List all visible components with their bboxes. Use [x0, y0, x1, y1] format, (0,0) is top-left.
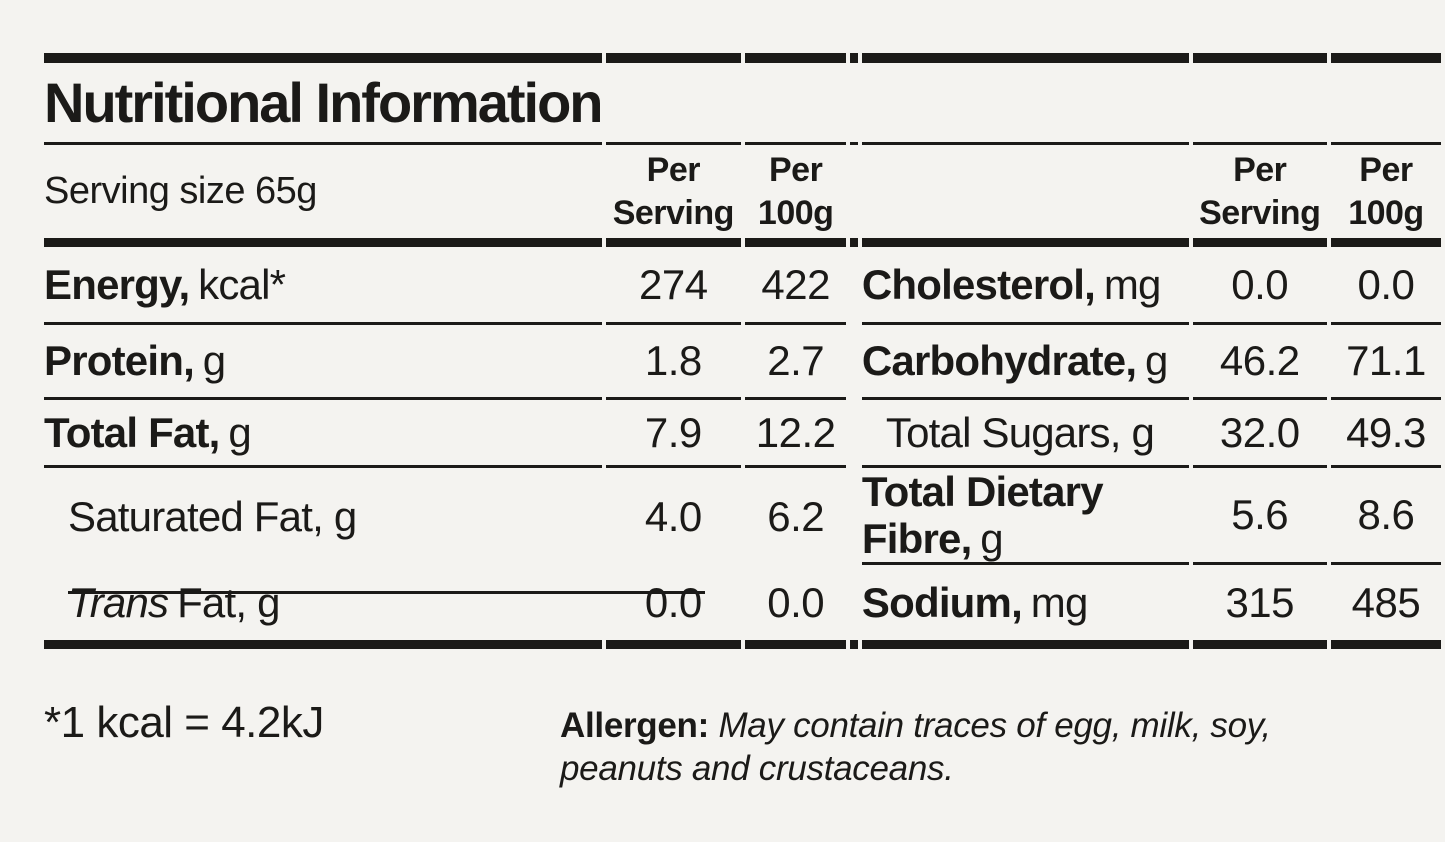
col-header-line: 100g	[757, 193, 834, 232]
value-per-100g: 6.2	[767, 492, 825, 540]
value-per-100g: 422	[745, 247, 847, 325]
nutrient-label: Carbohydrate, g	[861, 325, 1189, 400]
value-per-100g: 12.2	[745, 400, 847, 468]
value-per-serving: 0.0	[605, 565, 742, 650]
value-per-100g: 0.0	[745, 565, 847, 650]
column-gap	[850, 468, 858, 565]
title-cell: Nutritional Information	[44, 53, 604, 145]
value-per-100g: 2.7	[745, 325, 847, 400]
value-per-serving: 46.2	[1192, 325, 1327, 400]
table-row: Total Fat, g 7.9 12.2 Total Sugars, g 32.…	[44, 400, 1441, 468]
value-per-serving: 1.8	[605, 325, 742, 400]
table-row: Trans Fat, g 0.0 0.0 Sodium, mg 315 485	[44, 565, 1441, 650]
nutrient-name: Saturated Fat, g	[68, 492, 357, 540]
value-per-serving: 5.6	[1192, 468, 1327, 566]
value-per-100g: 8.6	[1330, 468, 1441, 566]
rule-segment	[1330, 53, 1441, 145]
col-header-per-100g-right: Per 100g	[1330, 145, 1441, 247]
nutrient-name: Total Fat,	[44, 408, 220, 456]
value-per-serving: 32.0	[1192, 400, 1327, 468]
col-header-line: Serving	[1199, 193, 1321, 232]
rule-segment	[850, 53, 858, 145]
nutrient-unit: g	[1145, 337, 1168, 384]
allergen-label: Allergen:	[560, 706, 709, 745]
col-header-line: Per	[646, 151, 701, 189]
nutrient-label: Total Fat, g	[44, 400, 602, 468]
value-per-serving: 7.9	[605, 400, 742, 468]
allergen-text-line1: May contain traces of egg, milk, soy,	[718, 706, 1271, 745]
rule-segment	[745, 53, 847, 145]
col-header-line: Per	[1359, 151, 1413, 189]
rule-segment	[861, 53, 1189, 145]
nutrient-name: Protein,	[44, 337, 195, 384]
nutrient-name: Energy,	[44, 260, 190, 308]
nutrient-label: Protein, g	[44, 325, 602, 400]
nutrient-label: Energy, kcal*	[44, 247, 602, 325]
nutrient-name: Trans	[68, 578, 169, 626]
nutrient-unit: g	[202, 337, 226, 384]
value-per-serving: 274	[605, 247, 742, 325]
table-row: Energy, kcal* 274 422 Cholesterol, mg 0.0 …	[44, 247, 1441, 325]
serving-size-label: Serving size 65g	[44, 145, 602, 247]
title-row: Nutritional Information	[44, 53, 1441, 145]
nutrient-label: Cholesterol, mg	[861, 247, 1189, 325]
nutrient-unit: kcal*	[198, 260, 286, 308]
col-header-line: Per	[769, 151, 823, 189]
allergen-note: Allergen: May contain traces of egg, mil…	[560, 704, 1271, 791]
col-header-per-serving-right: Per Serving	[1192, 145, 1327, 247]
column-gap	[850, 325, 858, 400]
value-per-serving: 4.0	[644, 492, 702, 540]
nutrient-label: Total Sugars, g	[861, 400, 1189, 468]
nutrient-unit: mg	[1103, 260, 1162, 308]
nutrient-unit: g	[228, 408, 251, 456]
value-per-serving: 315	[1192, 565, 1327, 650]
nutrition-table: Nutritional Information Serving size 65g…	[40, 53, 1445, 650]
allergen-text-line2: peanuts and crustaceans.	[560, 749, 954, 789]
rule-segment	[850, 145, 858, 247]
col-header-line: Per	[1233, 151, 1287, 189]
column-header-row: Serving size 65g Per Serving Per 100g Pe…	[44, 145, 1441, 247]
value-per-100g: 485	[1330, 565, 1441, 650]
nutrient-name: Carbohydrate,	[861, 337, 1137, 384]
nutrient-label: Total Dietary Fibre, g	[861, 468, 1189, 566]
table-row: Protein, g 1.8 2.7 Carbohydrate, g 46.2 71…	[44, 325, 1441, 400]
nutrient-name: Cholesterol,	[861, 260, 1096, 308]
nutrient-label: Trans Fat, g	[44, 565, 602, 650]
nutrient-name: Total Dietary Fibre,	[861, 468, 1104, 563]
value-per-100g: 49.3	[1330, 400, 1441, 468]
rule-segment	[605, 53, 742, 145]
nutrient-name: Total Sugars, g	[885, 408, 1155, 456]
rule-segment	[861, 145, 1189, 247]
table-row: Saturated Fat, g 4.0 6.2 Total Dietary F…	[44, 468, 1441, 566]
value-per-100g: 0.0	[1330, 247, 1441, 325]
col-header-per-serving-left: Per Serving	[605, 145, 742, 247]
column-gap	[850, 247, 858, 325]
value-per-100g: 71.1	[1330, 325, 1441, 400]
value-per-serving: 0.0	[1192, 247, 1327, 325]
nutrient-unit: Fat, g	[177, 578, 280, 626]
nutrient-label: Sodium, mg	[861, 565, 1189, 650]
nutrient-unit: mg	[1030, 578, 1089, 626]
kcal-footnote: *1 kcal = 4.2kJ	[44, 698, 324, 747]
page-title: Nutritional Information	[44, 70, 604, 134]
col-header-line: Serving	[612, 193, 735, 232]
rule-segment	[1192, 53, 1327, 145]
nutrient-label: Saturated Fat, g	[44, 468, 602, 565]
column-gap	[850, 400, 858, 468]
col-header-per-100g-left: Per 100g	[745, 145, 847, 247]
nutrient-unit: g	[980, 515, 1003, 563]
indented-separator-rule	[68, 591, 705, 594]
nutrient-name: Sodium,	[861, 578, 1023, 626]
col-header-line: 100g	[1348, 193, 1424, 232]
rule-segment	[850, 565, 858, 650]
